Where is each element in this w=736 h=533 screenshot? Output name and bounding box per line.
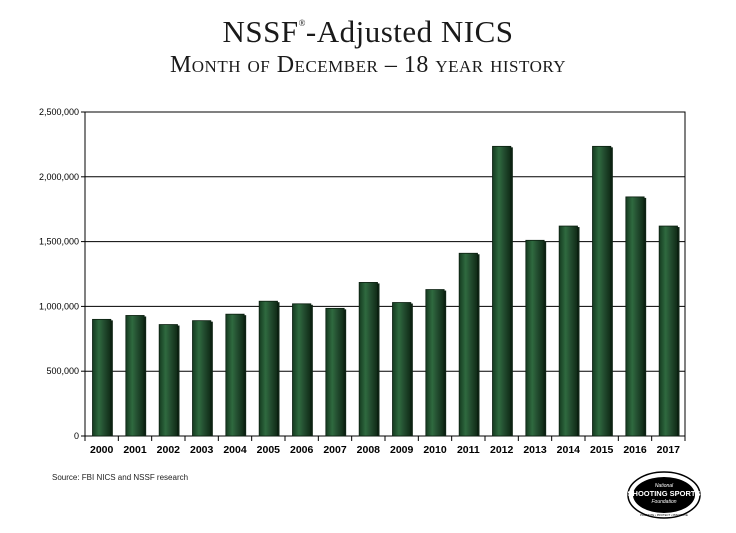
x-tick-label: 2005	[257, 444, 281, 456]
x-tick-label: 2007	[323, 444, 347, 456]
bar	[258, 300, 278, 437]
chart-title: NSSF®-Adjusted NICS	[222, 14, 514, 49]
x-tick-label: 2001	[123, 444, 147, 456]
bar	[325, 307, 345, 437]
bar	[392, 302, 412, 437]
y-tick-label: 2,500,000	[39, 107, 79, 117]
bar	[492, 145, 512, 437]
bar	[558, 225, 578, 437]
chart-subtitle: Month of December – 18 year history	[169, 52, 567, 78]
x-tick-label: 2009	[390, 444, 414, 456]
y-tick-label: 500,000	[46, 366, 79, 376]
bar	[658, 225, 678, 437]
x-tick-label: 2016	[623, 444, 647, 456]
source-note: Source: FBI NICS and NSSF research	[52, 473, 189, 482]
x-tick-label: 2014	[557, 444, 581, 456]
x-tick-label: 2006	[290, 444, 314, 456]
bar	[525, 239, 545, 437]
x-tick-label: 2002	[157, 444, 181, 456]
logo-tagline: PROMOTE • PROTECT • PRESERVE	[640, 513, 688, 517]
bar	[592, 145, 612, 437]
x-tick-label: 2012	[490, 444, 514, 456]
x-tick-label: 2017	[657, 444, 681, 456]
bar	[625, 196, 645, 437]
y-tick-label: 0	[74, 431, 79, 441]
logo-line1: National	[655, 483, 674, 489]
x-tick-label: 2010	[423, 444, 447, 456]
x-tick-label: 2004	[223, 444, 247, 456]
y-tick-label: 1,000,000	[39, 301, 79, 311]
x-tick-label: 2003	[190, 444, 214, 456]
x-tick-label: 2013	[523, 444, 547, 456]
x-tick-label: 2000	[90, 444, 114, 456]
x-tick-label: 2008	[357, 444, 381, 456]
bar	[358, 282, 378, 437]
logo-line2: SHOOTING SPORTS	[628, 489, 701, 498]
y-tick-label: 2,000,000	[39, 172, 79, 182]
nssf-logo: National SHOOTING SPORTS Foundation PROM…	[627, 471, 701, 519]
bar	[158, 324, 178, 437]
x-tick-label: 2011	[457, 444, 480, 456]
y-tick-label: 1,500,000	[39, 237, 79, 247]
bar	[458, 252, 478, 437]
bar	[292, 303, 312, 437]
bar	[225, 313, 245, 437]
bar	[125, 315, 145, 437]
logo-line3: Foundation	[651, 499, 676, 505]
bar	[192, 320, 212, 437]
bar	[92, 318, 112, 437]
bar	[425, 289, 445, 437]
x-tick-label: 2015	[590, 444, 614, 456]
